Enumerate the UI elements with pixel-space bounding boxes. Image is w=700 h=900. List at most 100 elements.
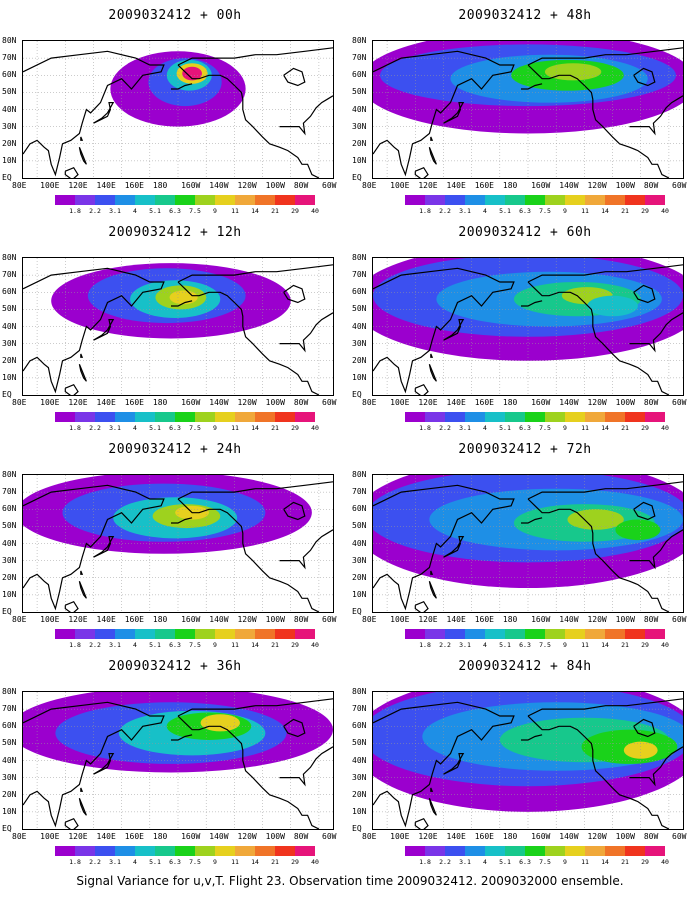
coastline: [527, 281, 670, 395]
colorbar: [55, 846, 315, 856]
longitude-label: 60W: [672, 615, 687, 624]
colorbar-swatch: [195, 846, 215, 856]
coastline: [527, 481, 683, 500]
coastline: [633, 718, 656, 738]
colorbar-label: 21: [621, 641, 629, 649]
latitude-label: 30N: [352, 338, 367, 348]
longitude-label: 60W: [672, 181, 687, 190]
coastline: [177, 47, 333, 66]
colorbar-label: 7.5: [539, 207, 551, 215]
longitude-label: 120E: [68, 181, 88, 190]
coastline: [521, 517, 543, 524]
coastline: [629, 746, 683, 787]
colorbar-swatch: [525, 412, 545, 422]
colorbar-swatch: [525, 195, 545, 205]
colorbar-label: 4: [133, 207, 137, 215]
latitude-label: 10N: [352, 155, 367, 165]
colorbar-swatch: [425, 846, 445, 856]
colorbar-swatch: [545, 195, 565, 205]
latitude-label: 40N: [352, 104, 367, 114]
colorbar-label: 3.1: [459, 207, 471, 215]
colorbar: [405, 195, 665, 205]
longitude-label: 160E: [474, 398, 494, 407]
longitude-label: 100E: [390, 398, 410, 407]
coastline: [428, 580, 437, 599]
latitude-label: 60N: [2, 504, 17, 514]
latitude-label: EQ: [352, 173, 362, 182]
colorbar-swatch: [445, 846, 465, 856]
colorbar: [55, 629, 315, 639]
longitude-label: 120W: [237, 181, 257, 190]
map-panel: 2009032412 + 60h 80N 70N 60N 50N 40N 30N 20N 10N…: [350, 217, 700, 439]
colorbar-swatch: [445, 195, 465, 205]
latitude-label: 20N: [352, 138, 367, 148]
colorbar-label: 5.1: [149, 858, 161, 866]
longitude-label: 140E: [446, 832, 466, 841]
colorbar-label: 4: [483, 858, 487, 866]
coastline: [177, 698, 333, 717]
coastline: [283, 284, 306, 304]
variance-contour: [567, 509, 624, 530]
colorbar-label: 14: [251, 424, 259, 432]
colorbar-label: 21: [271, 207, 279, 215]
latitude-label: 20N: [352, 572, 367, 582]
panel-title: 2009032412 + 12h: [108, 225, 242, 240]
latitude-label: EQ: [352, 390, 362, 399]
colorbar-label: 6.3: [519, 424, 531, 432]
latitude-label: 60N: [352, 721, 367, 731]
longitude-label: 80W: [293, 398, 309, 407]
colorbar-label: 21: [271, 641, 279, 649]
coastline: [633, 284, 656, 304]
colorbar-label: 6.3: [169, 641, 181, 649]
coastline: [443, 752, 465, 775]
longitude-label: 100W: [615, 615, 635, 624]
colorbar-label: 29: [291, 207, 299, 215]
coastline: [373, 701, 515, 828]
longitude-label: 80W: [643, 398, 659, 407]
longitude-label: 120E: [418, 398, 438, 407]
coastline: [171, 300, 193, 307]
colorbar-label: 5.1: [499, 641, 511, 649]
colorbar: [405, 846, 665, 856]
longitude-label: 80W: [643, 615, 659, 624]
colorbar-label: 21: [621, 858, 629, 866]
longitude-label: 100E: [40, 832, 60, 841]
coastline: [64, 166, 79, 178]
longitude-label: 60W: [322, 832, 337, 841]
colorbar-label: 4: [483, 207, 487, 215]
coastline: [80, 570, 84, 575]
latitude-label: 30N: [2, 121, 17, 131]
colorbar-label: 6.3: [519, 207, 531, 215]
latitude-label: 50N: [352, 304, 367, 314]
colorbar-swatch: [625, 629, 645, 639]
longitude-label: 120E: [418, 615, 438, 624]
panel-title: 2009032412 + 84h: [458, 659, 592, 674]
longitude-label: 180: [152, 615, 168, 624]
longitude-label: 100E: [390, 615, 410, 624]
colorbar-swatch: [405, 195, 425, 205]
colorbar-swatch: [235, 195, 255, 205]
colorbar-label: 9: [213, 207, 217, 215]
colorbar-swatch: [175, 629, 195, 639]
longitude-label: 80W: [293, 832, 309, 841]
colorbar-label: 4: [133, 858, 137, 866]
colorbar-swatch: [115, 846, 135, 856]
longitude-label: 180: [152, 832, 168, 841]
colorbar-swatch: [625, 412, 645, 422]
colorbar-label: 29: [291, 641, 299, 649]
latitude-label: 10N: [352, 806, 367, 816]
longitude-label: 140E: [96, 398, 116, 407]
coastline: [629, 529, 683, 570]
longitude-label: 120E: [68, 615, 88, 624]
longitude-label: 120W: [587, 832, 607, 841]
latitude-label: 80N: [352, 470, 367, 479]
colorbar-label: 21: [271, 424, 279, 432]
longitude-label: 160E: [474, 615, 494, 624]
colorbar-label: 4: [483, 641, 487, 649]
colorbar-label: 6.3: [169, 424, 181, 432]
colorbar-label: 1.8: [419, 207, 431, 215]
colorbar-swatch: [135, 629, 155, 639]
coastline: [443, 318, 465, 341]
colorbar-swatch: [135, 195, 155, 205]
colorbar-label: 40: [311, 858, 319, 866]
